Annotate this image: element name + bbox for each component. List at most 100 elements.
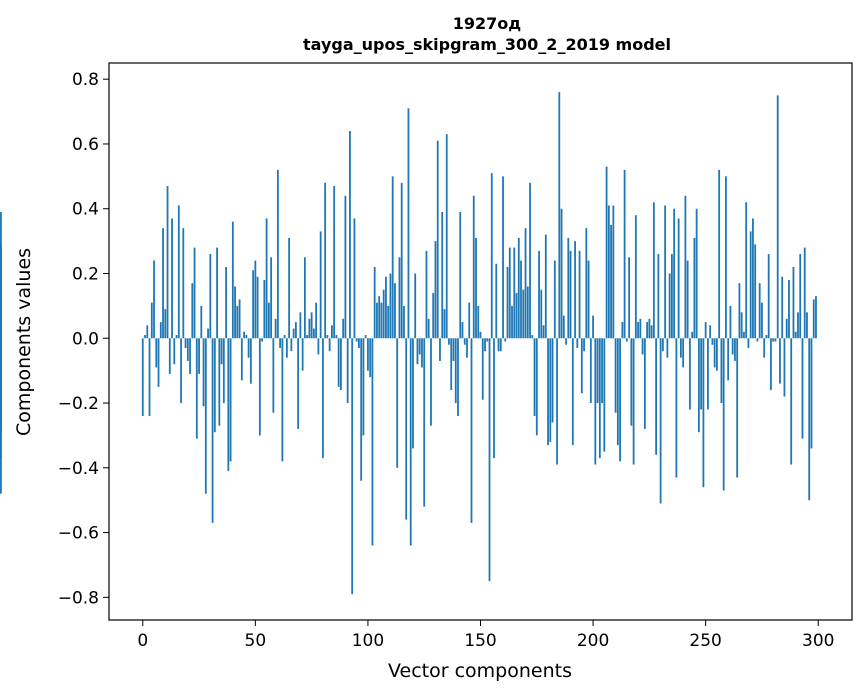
bar-262 <box>731 338 734 355</box>
bar-238 <box>677 218 680 339</box>
bar-214 <box>623 169 626 339</box>
x-tick-label: 200 <box>577 631 609 651</box>
bar-241 <box>684 195 687 339</box>
x-tick-label: 50 <box>245 631 267 651</box>
bar-216 <box>628 257 631 339</box>
bar-231 <box>661 338 664 352</box>
bar-92 <box>349 131 351 339</box>
bar-189 <box>567 237 570 339</box>
bar-113 <box>396 338 399 468</box>
bar-95 <box>355 338 358 342</box>
bar-39 <box>229 338 232 462</box>
bar-26 <box>200 305 203 339</box>
bar-252 <box>709 325 712 339</box>
bar-225 <box>648 318 651 339</box>
bar-9 <box>162 228 164 339</box>
bar-260 <box>727 338 730 381</box>
bar-215 <box>625 338 628 342</box>
bar-164 <box>511 305 513 339</box>
bar-174 <box>533 338 536 416</box>
bar-65 <box>288 237 291 339</box>
bar-143 <box>463 338 466 345</box>
bar-111 <box>391 176 394 339</box>
x-axis-ticks: 0 50 100 150 200 250 300 <box>137 620 834 651</box>
bar-134 <box>443 309 446 339</box>
bar-18 <box>182 228 185 339</box>
bar-88 <box>340 338 342 391</box>
bar-90 <box>344 195 347 339</box>
bar-170 <box>524 228 527 339</box>
bar-83 <box>328 338 331 352</box>
bar-undefined <box>0 312 2 339</box>
bar-298 <box>812 299 815 339</box>
y-tick-label: −0.2 <box>58 394 99 414</box>
bar-188 <box>565 338 567 345</box>
bar-286 <box>785 318 788 339</box>
bar-53 <box>261 338 264 342</box>
bar-121 <box>414 273 417 339</box>
bar-282 <box>776 95 779 339</box>
bar-36 <box>222 338 225 404</box>
bar-19 <box>184 338 187 348</box>
bar-116 <box>403 305 405 339</box>
bar-99 <box>364 335 367 339</box>
bar-38 <box>227 338 230 472</box>
bar-58 <box>272 338 275 413</box>
bar-109 <box>387 305 390 339</box>
bar-212 <box>619 338 621 462</box>
bar-81 <box>324 182 327 339</box>
bar-64 <box>285 338 288 358</box>
bar-34 <box>218 338 221 426</box>
bar-67 <box>292 328 295 339</box>
bar-278 <box>767 254 770 339</box>
y-axis-ticks: 0.8 0.6 0.4 0.2 0.0 −0.2 −0.4 −0.6 −0.8 <box>58 70 109 608</box>
bar-135 <box>445 134 448 339</box>
bar-285 <box>783 338 786 397</box>
bar-203 <box>598 338 601 459</box>
bar-146 <box>470 338 473 523</box>
bar-55 <box>265 218 268 339</box>
bar-31 <box>211 338 214 523</box>
bar-155 <box>490 173 493 339</box>
bar-213 <box>621 322 624 339</box>
bar-234 <box>668 273 671 339</box>
y-tick-label: 0.8 <box>72 70 99 90</box>
bar-73 <box>306 335 309 339</box>
bar-59 <box>274 318 277 339</box>
bar-229 <box>657 254 660 339</box>
bar-159 <box>499 338 502 352</box>
bar-25 <box>198 338 200 374</box>
bar-157 <box>495 263 498 339</box>
bar-287 <box>788 279 790 339</box>
bar-204 <box>601 338 603 404</box>
bar-250 <box>704 322 707 339</box>
bar-102 <box>371 338 374 546</box>
bar-85 <box>333 186 336 339</box>
bar-50 <box>254 260 257 339</box>
bar-61 <box>279 338 282 348</box>
bar-246 <box>695 208 698 339</box>
chart-title-line-2: tayga_upos_skipgram_300_2_2019 model <box>303 35 671 54</box>
bar-223 <box>643 338 646 429</box>
x-tick-label: 150 <box>464 631 496 651</box>
bar-294 <box>803 247 806 339</box>
bar-63 <box>283 335 286 339</box>
bar-254 <box>713 338 716 368</box>
bar-288 <box>790 338 793 465</box>
bar-186 <box>560 208 563 339</box>
bar-209 <box>612 205 615 339</box>
bar-226 <box>650 325 653 339</box>
bar-180 <box>547 338 549 446</box>
bar-132 <box>439 338 441 361</box>
bar-42 <box>236 305 239 339</box>
bar-126 <box>425 250 428 339</box>
bar-292 <box>799 254 802 339</box>
bar-179 <box>544 234 547 339</box>
bar-149 <box>477 305 480 339</box>
bar-274 <box>758 283 761 339</box>
bar-253 <box>711 338 714 345</box>
bar-251 <box>707 338 709 410</box>
bar-96 <box>358 338 360 348</box>
bar-2 <box>146 325 149 339</box>
bar-244 <box>691 331 694 339</box>
